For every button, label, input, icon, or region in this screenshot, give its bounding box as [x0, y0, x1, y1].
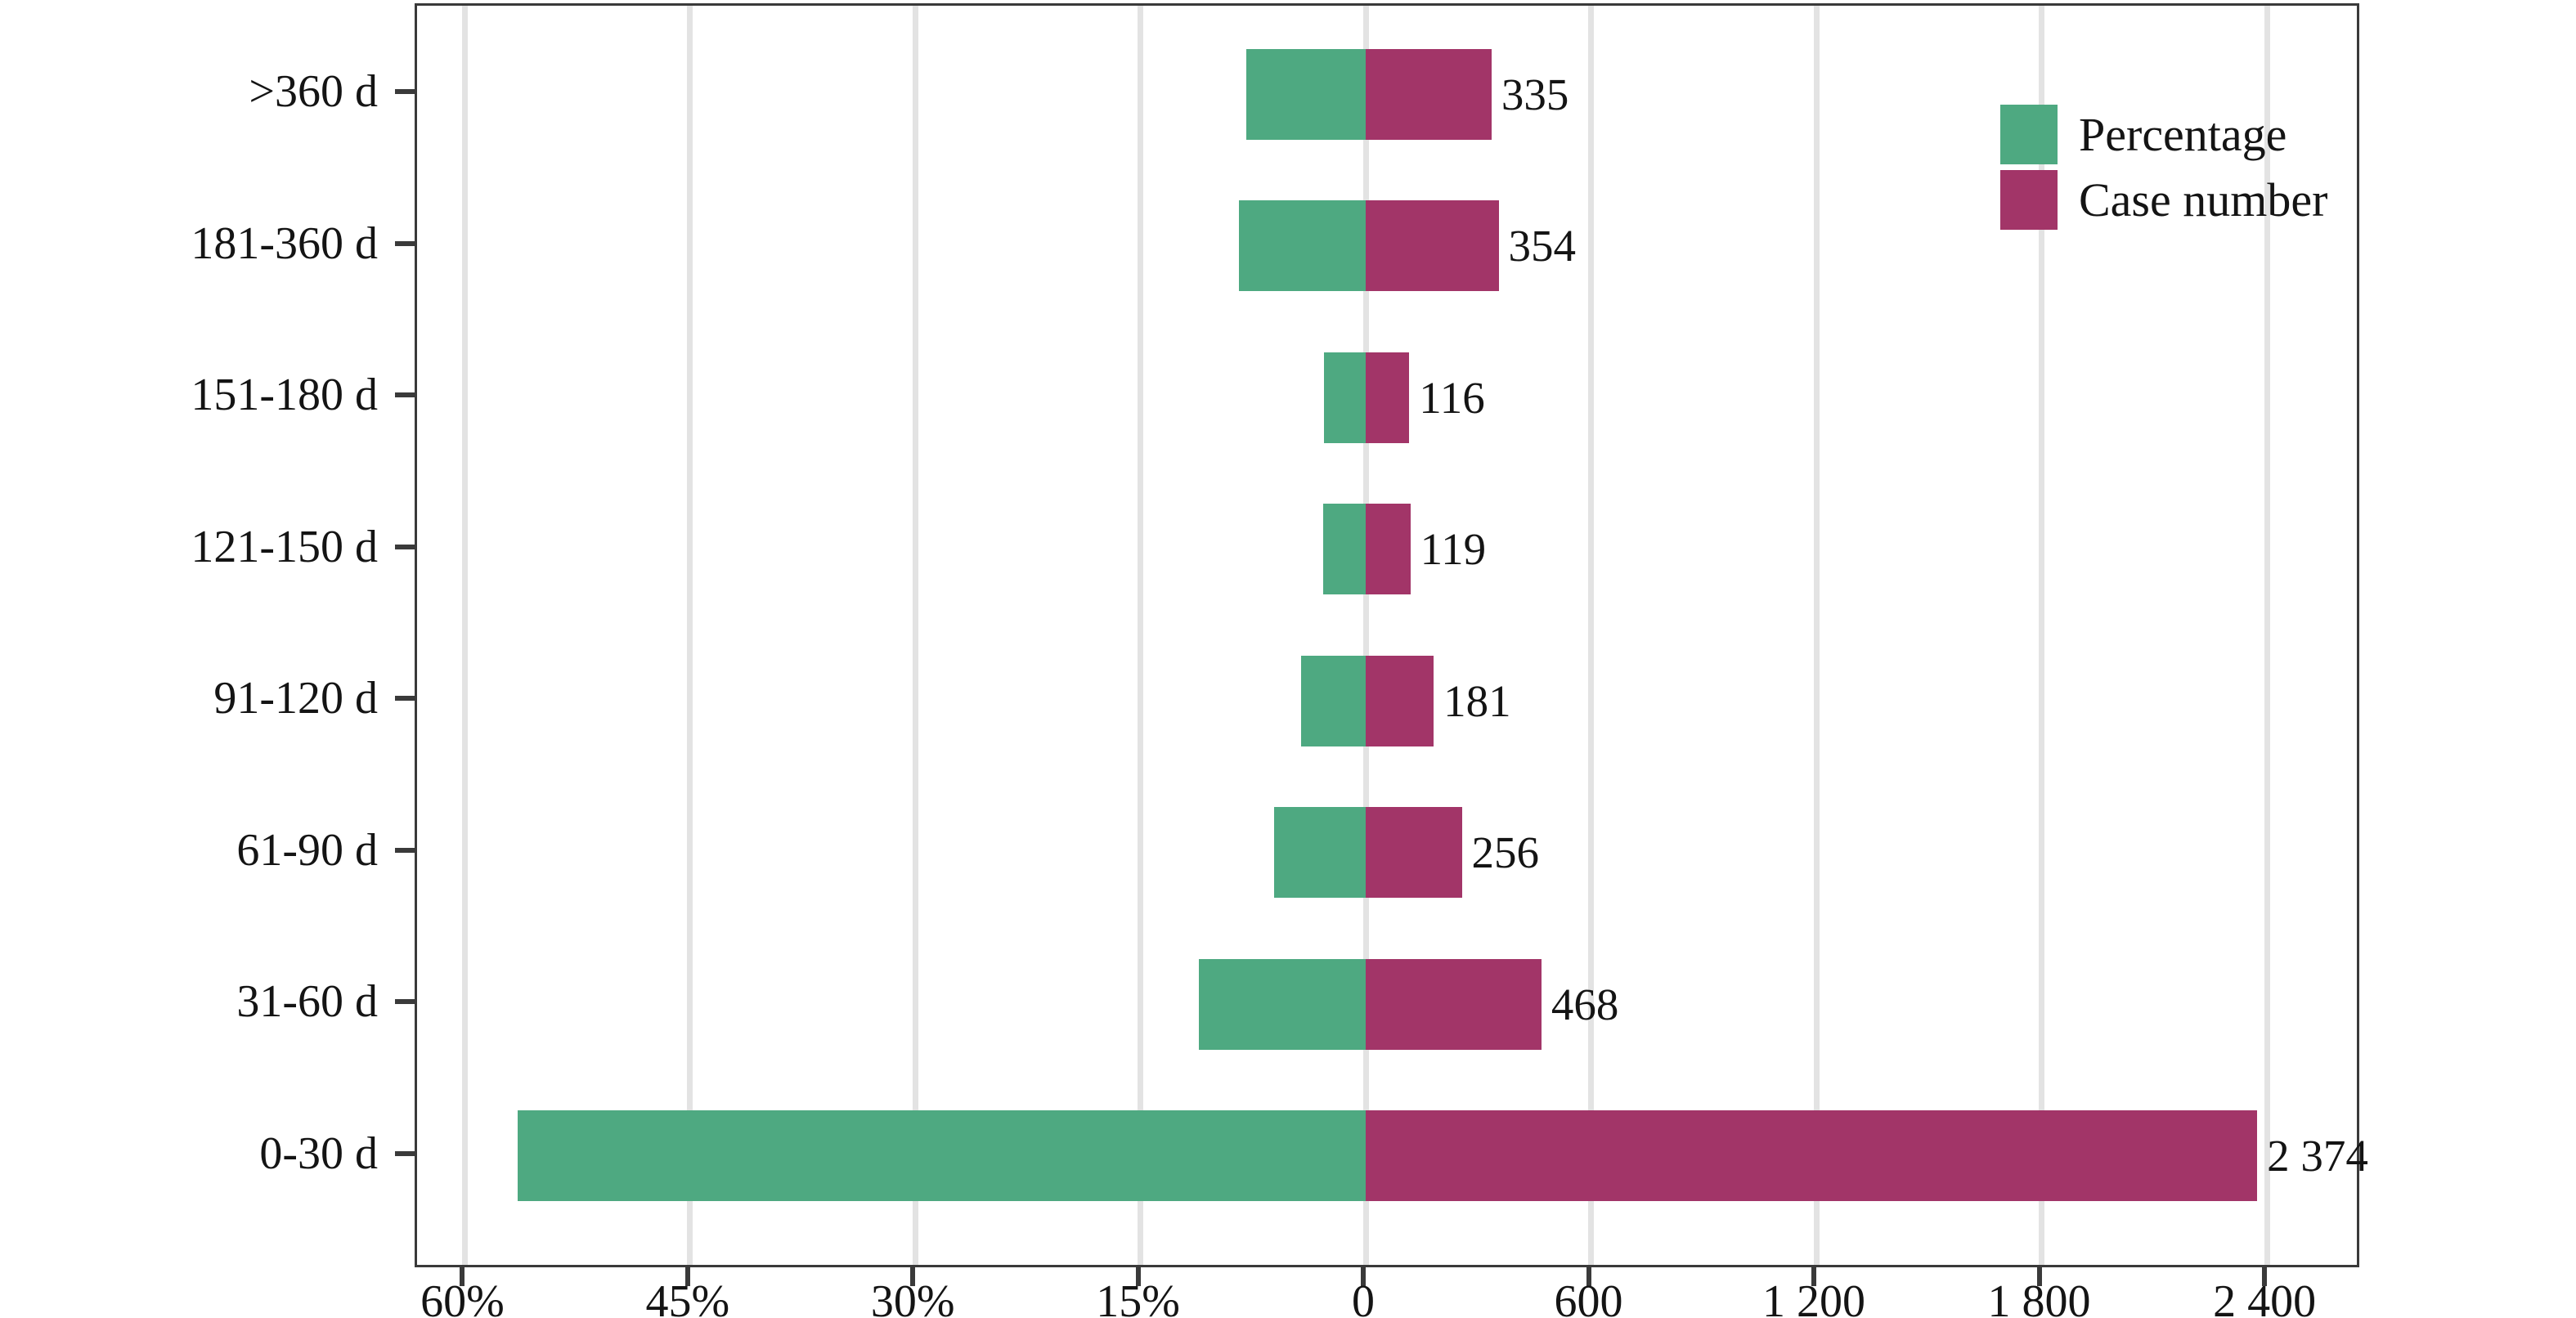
x-axis-tick-label: 2 400 [2213, 1276, 2317, 1318]
gridline [1362, 6, 1369, 1265]
gridline [1138, 6, 1144, 1265]
x-axis-tick-label: 15% [1096, 1276, 1180, 1318]
x-axis-tick [2036, 1266, 2042, 1286]
y-axis-category-label: 0-30 d [259, 1127, 378, 1179]
bar-value-label: 2 374 [2267, 1131, 2368, 1181]
y-axis-tick [395, 240, 415, 246]
x-axis-tick [2262, 1266, 2268, 1286]
x-axis-tick-label: 60% [420, 1276, 505, 1318]
x-axis-tick [460, 1266, 465, 1286]
percentage-bar [1300, 655, 1366, 746]
case-number-bar [1366, 200, 1499, 291]
x-axis-tick-label: 0 [1352, 1276, 1375, 1318]
case-number-swatch-icon [2000, 170, 2058, 230]
x-axis-tick-label: 30% [870, 1276, 955, 1318]
gridline [912, 6, 918, 1265]
percentage-bar [1239, 200, 1366, 291]
y-axis-category-label: 121-150 d [191, 521, 378, 572]
percentage-bar [1274, 807, 1366, 898]
x-axis-tick-label: 45% [645, 1276, 730, 1318]
y-axis-tick [395, 847, 415, 853]
y-axis-category-label: 181-360 d [191, 217, 378, 269]
gridline [2264, 6, 2270, 1265]
percentage-bar [1245, 48, 1366, 140]
y-axis-tick [395, 1150, 415, 1156]
bar-value-label: 181 [1443, 675, 1511, 726]
x-axis-tick-label: 600 [1554, 1276, 1623, 1318]
percentage-bar [1198, 958, 1366, 1050]
bar-value-label: 119 [1420, 524, 1487, 574]
percentage-bar [1324, 352, 1366, 443]
bar-value-label: 335 [1501, 69, 1569, 119]
y-axis-category-label: 61-90 d [236, 824, 378, 876]
x-axis-tick [1135, 1266, 1141, 1286]
percentage-swatch-icon [2000, 105, 2058, 164]
x-axis-tick-label: 1 200 [1762, 1276, 1866, 1318]
gridline [1813, 6, 1820, 1265]
legend-label-case-number: Case number [2079, 173, 2328, 226]
x-axis-tick [1811, 1266, 1817, 1286]
y-axis-category-label: >360 d [249, 66, 378, 117]
x-axis-tick [910, 1266, 916, 1286]
case-number-bar [1366, 958, 1542, 1050]
y-axis-tick [395, 696, 415, 701]
gridline [2039, 6, 2045, 1265]
case-number-bar [1366, 1110, 2258, 1201]
y-axis-category-label: 151-180 d [191, 370, 378, 420]
case-number-bar [1366, 655, 1434, 746]
x-axis-tick-label: 1 800 [1987, 1276, 2091, 1318]
y-axis-tick [395, 999, 415, 1004]
x-axis-tick [1586, 1266, 1591, 1286]
y-axis-category-label: 91-120 d [213, 673, 378, 724]
percentage-bar [518, 1110, 1366, 1201]
bar-value-label: 116 [1419, 372, 1485, 423]
percentage-bar [1323, 504, 1366, 594]
gridline [1588, 6, 1595, 1265]
gridline [461, 6, 468, 1265]
plot-area: 335 354 116 119 181 256 468 2 374 Percentage Ca… [415, 3, 2368, 1267]
legend: Percentage Case number [2000, 105, 2327, 235]
case-number-bar [1366, 352, 1410, 443]
case-number-bar [1366, 807, 1462, 898]
legend-item-case-number: Case number [2000, 170, 2327, 230]
bar-value-label: 468 [1551, 979, 1619, 1029]
y-axis-tick [395, 392, 415, 397]
x-axis-tick [1361, 1266, 1366, 1286]
y-axis-tick [395, 89, 415, 94]
gridline [687, 6, 693, 1265]
y-axis-category-label: 31-60 d [236, 976, 378, 1027]
y-axis-tick [395, 544, 415, 549]
bar-value-label: 354 [1508, 221, 1577, 271]
legend-item-percentage: Percentage [2000, 105, 2327, 164]
legend-label-percentage: Percentage [2079, 108, 2287, 161]
case-number-bar [1366, 48, 1492, 140]
case-number-bar [1366, 504, 1411, 594]
bar-value-label: 256 [1471, 827, 1540, 877]
x-axis-tick [684, 1266, 690, 1286]
